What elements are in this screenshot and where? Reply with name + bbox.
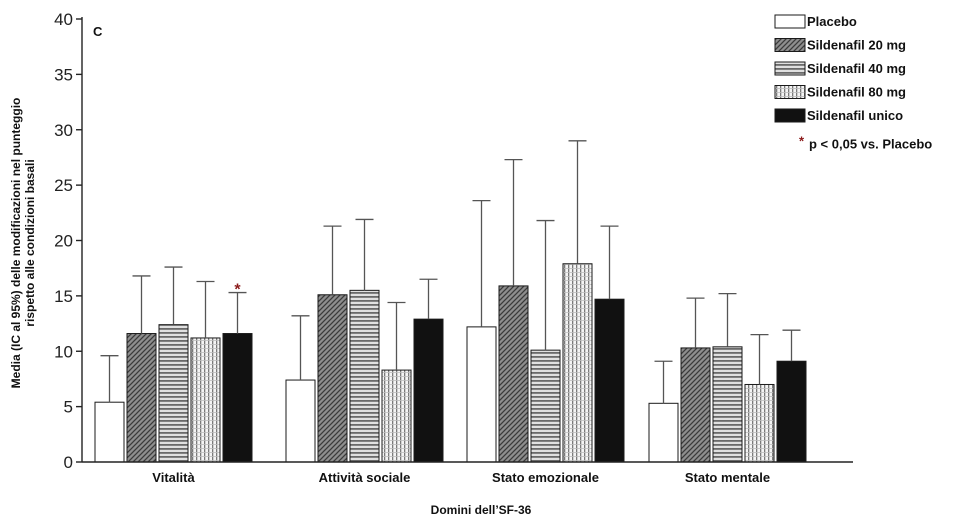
y-tick-label: 40 xyxy=(54,10,73,29)
legend-label-sildenafil-40-mg: Sildenafil 40 mg xyxy=(807,61,906,76)
bar-vitalita-sildenafil-20-mg xyxy=(126,333,157,463)
y-tick-label: 35 xyxy=(54,65,73,84)
error-bars: * xyxy=(100,140,801,404)
bar-stato-emozionale-sildenafil-40-mg xyxy=(530,349,561,463)
bar-vitalita-sildenafil-unico xyxy=(222,333,253,463)
x-axis: Vitalità Attività sociale Stato emozionale… xyxy=(82,461,853,485)
bar-stato-mentale-placebo xyxy=(648,402,679,463)
bar-vitalita-sildenafil-80-mg xyxy=(190,337,221,463)
y-axis-title-line-1: Media (IC al 95%) delle modificazioni ne… xyxy=(9,98,23,389)
bar-stato-emozionale-sildenafil-unico xyxy=(594,298,625,463)
bar-attivita-sociale-sildenafil-20-mg xyxy=(317,294,348,463)
bar-attivita-sociale-sildenafil-40-mg xyxy=(349,289,380,463)
bar-stato-emozionale-placebo xyxy=(466,326,497,463)
y-tick-label: 10 xyxy=(54,342,73,361)
legend-swatch-sildenafil-20-mg xyxy=(774,38,806,52)
legend-label-sildenafil-80-mg: Sildenafil 80 mg xyxy=(807,85,906,100)
bar-attivita-sociale-sildenafil-80-mg xyxy=(381,369,412,463)
legend-swatch-sildenafil-40-mg xyxy=(774,61,806,76)
y-tick-label: 30 xyxy=(54,121,73,140)
bar-stato-mentale-sildenafil-80-mg xyxy=(744,383,775,463)
y-axis-title: Media (IC al 95%) delle modificazioni ne… xyxy=(9,98,37,389)
legend-asterisk: * xyxy=(799,134,805,149)
y-tick-label: 25 xyxy=(54,176,73,195)
legend: Placebo Sildenafil 20 mg Sildenafil 40 mg S… xyxy=(774,14,932,152)
bars xyxy=(94,263,807,463)
x-tick-label-attivita-sociale: Attività sociale xyxy=(319,470,411,485)
panel-label: C xyxy=(93,24,103,39)
x-tick-label-stato-emozionale: Stato emozionale xyxy=(492,470,599,485)
legend-label-placebo: Placebo xyxy=(807,14,857,29)
bar-attivita-sociale-placebo xyxy=(285,379,316,463)
y-tick-label: 15 xyxy=(54,287,73,306)
bar-vitalita-placebo xyxy=(94,401,125,463)
x-axis-title: Domini dell’SF-36 xyxy=(431,503,532,517)
significance-asterisk: * xyxy=(234,282,241,299)
bar-stato-mentale-sildenafil-unico xyxy=(776,360,807,463)
y-tick-label: 5 xyxy=(64,398,73,417)
x-tick-label-vitalita: Vitalità xyxy=(152,470,195,485)
bar-stato-emozionale-sildenafil-80-mg xyxy=(562,263,593,463)
legend-swatch-sildenafil-80-mg xyxy=(774,85,806,99)
legend-swatch-placebo xyxy=(774,14,806,29)
x-tick-label-stato-mentale: Stato mentale xyxy=(685,470,770,485)
bar-vitalita-sildenafil-40-mg xyxy=(158,324,189,463)
bar-stato-mentale-sildenafil-20-mg xyxy=(680,347,711,463)
bar-stato-mentale-sildenafil-40-mg xyxy=(712,346,743,463)
legend-label-sildenafil-unico: Sildenafil unico xyxy=(807,108,903,123)
y-tick-label: 20 xyxy=(54,232,73,251)
legend-label-sildenafil-20-mg: Sildenafil 20 mg xyxy=(807,38,906,53)
bar-attivita-sociale-sildenafil-unico xyxy=(413,318,444,463)
legend-significance-note: p < 0,05 vs. Placebo xyxy=(809,137,932,152)
bar-stato-emozionale-sildenafil-20-mg xyxy=(498,285,529,463)
y-axis-title-line-2: rispetto alle condizioni basali xyxy=(23,159,37,326)
y-tick-label: 0 xyxy=(64,453,73,472)
legend-swatch-sildenafil-unico xyxy=(774,108,806,123)
y-axis: 0 5 10 15 20 25 30 35 40 xyxy=(54,10,83,472)
